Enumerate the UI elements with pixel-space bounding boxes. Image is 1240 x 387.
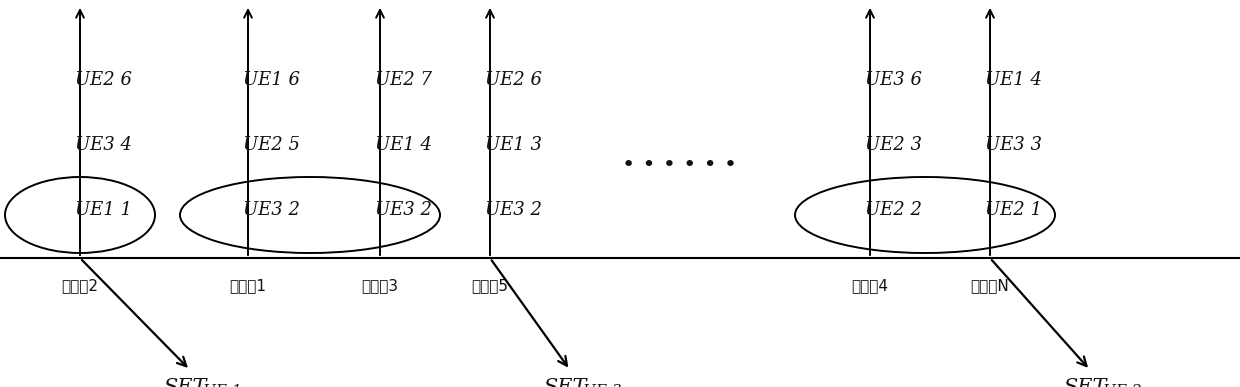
Text: SET: SET: [164, 378, 207, 387]
Text: 子载波3: 子载波3: [361, 278, 398, 293]
Text: UE3 2: UE3 2: [485, 201, 542, 219]
Text: UE3 3: UE3 3: [985, 136, 1042, 154]
Text: UE2 3: UE2 3: [866, 136, 923, 154]
Text: 子载波4: 子载波4: [852, 278, 889, 293]
Text: UE1 3: UE1 3: [485, 136, 542, 154]
Text: UE2 5: UE2 5: [243, 136, 300, 154]
Text: UE3 2: UE3 2: [374, 201, 432, 219]
Text: UE3 2: UE3 2: [243, 201, 300, 219]
Text: UE1 4: UE1 4: [985, 71, 1042, 89]
Text: UE2 6: UE2 6: [74, 71, 131, 89]
Text: 子载波5: 子载波5: [471, 278, 508, 293]
Text: SET: SET: [543, 378, 587, 387]
Text: UE1 6: UE1 6: [243, 71, 300, 89]
Text: UE3 6: UE3 6: [866, 71, 923, 89]
Text: SET: SET: [1064, 378, 1106, 387]
Text: 子载波N: 子载波N: [971, 278, 1009, 293]
Text: UE 1: UE 1: [203, 384, 242, 387]
Text: UE2 6: UE2 6: [485, 71, 542, 89]
Text: UE3 4: UE3 4: [74, 136, 131, 154]
Text: UE2 1: UE2 1: [985, 201, 1042, 219]
Text: UE1 4: UE1 4: [374, 136, 432, 154]
Text: 子载波1: 子载波1: [229, 278, 267, 293]
Text: UE2 2: UE2 2: [866, 201, 923, 219]
Text: 子载波2: 子载波2: [62, 278, 98, 293]
Text: UE 3: UE 3: [583, 384, 621, 387]
Text: UE2 7: UE2 7: [374, 71, 432, 89]
Text: UE1 1: UE1 1: [74, 201, 131, 219]
Text: UE 2: UE 2: [1104, 384, 1142, 387]
Text: • • • • • •: • • • • • •: [622, 155, 738, 175]
